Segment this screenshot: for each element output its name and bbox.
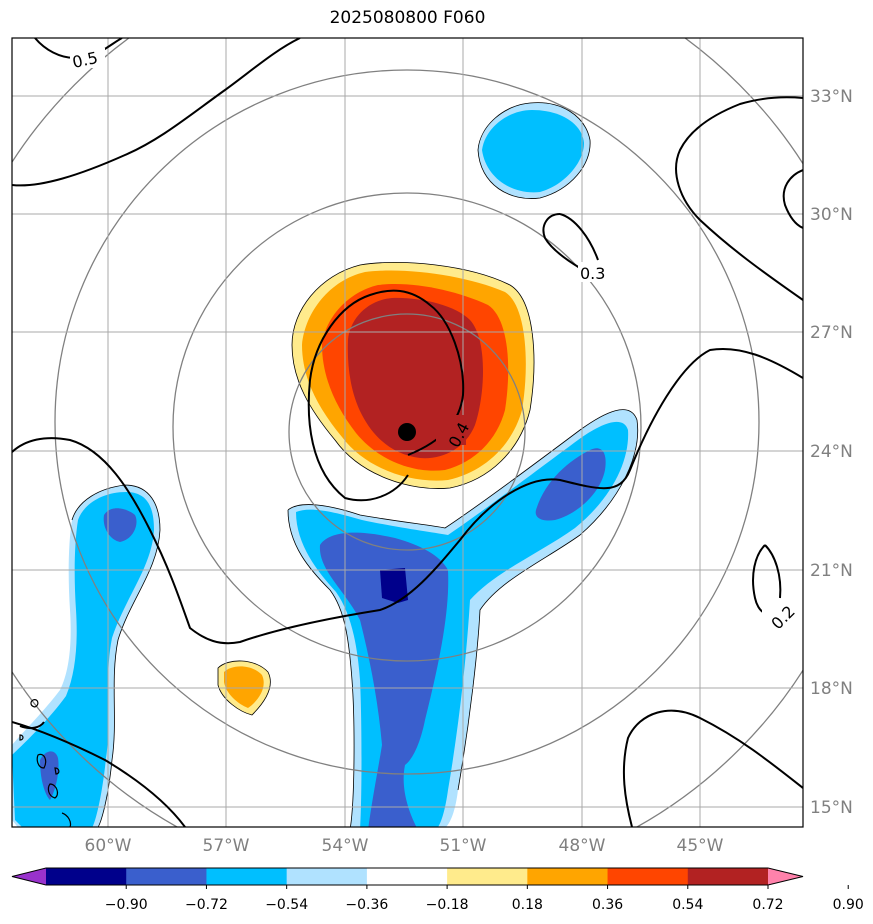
colorbar: −0.90 −0.72 −0.54 −0.36 −0.18 0.18 0.36 0.54 0.7… <box>11 867 864 913</box>
colorbar-cell <box>126 868 207 885</box>
contour-label-0-5: 0.5 <box>71 48 100 72</box>
colorbar-cell <box>687 868 769 885</box>
colorbar-tick-label: −0.36 <box>345 897 388 913</box>
contour-label-0-3: 0.3 <box>580 264 605 283</box>
lat-label-18n: 18°N <box>810 679 853 699</box>
colorbar-cell <box>286 868 368 885</box>
colorbar-tick-label: 0.72 <box>752 897 783 913</box>
colorbar-tick-label: 0.90 <box>833 897 864 913</box>
lon-label-57w: 57°W <box>203 836 250 856</box>
lat-label-30n: 30°N <box>810 205 853 225</box>
lon-label-45w: 45°W <box>677 836 724 856</box>
latitude-labels: 33°N 30°N 27°N 24°N 21°N 18°N 15°N <box>810 87 853 818</box>
colorbar-cell <box>366 868 448 885</box>
small-contours <box>19 699 72 827</box>
lat-label-33n: 33°N <box>810 87 853 107</box>
lat-label-21n: 21°N <box>810 561 853 581</box>
lon-label-51w: 51°W <box>440 836 487 856</box>
colorbar-cell <box>447 868 528 885</box>
colorbar-cell <box>46 868 127 885</box>
shaded-field <box>12 102 638 827</box>
colorbar-cell <box>527 868 609 885</box>
map-area <box>12 38 803 827</box>
lat-label-27n: 27°N <box>810 323 853 343</box>
colorbar-outline <box>11 867 804 886</box>
contour-label-group: 0.5 0.3 0.4 0.2 <box>70 48 799 633</box>
colorbar-tick-label: 0.36 <box>592 897 623 913</box>
lon-label-54w: 54°W <box>322 836 369 856</box>
lon-label-48w: 48°W <box>559 836 606 856</box>
map-frame <box>11 37 804 828</box>
colorbar-tick-label: −0.54 <box>265 897 308 913</box>
range-rings <box>12 38 803 827</box>
colorbar-tick-label: 0.18 <box>512 897 543 913</box>
colorbar-cell <box>206 868 288 885</box>
longitude-labels: 60°W 57°W 54°W 51°W 48°W 45°W <box>85 836 724 856</box>
contour-lines <box>12 38 803 827</box>
lat-label-24n: 24°N <box>810 442 853 462</box>
colorbar-tick-label: −0.72 <box>185 897 228 913</box>
lon-label-60w: 60°W <box>85 836 132 856</box>
colorbar-extend-high <box>768 868 803 885</box>
lat-label-15n: 15°N <box>810 798 853 818</box>
storm-center-marker <box>398 423 416 441</box>
graticule <box>12 38 803 827</box>
colorbar-tick-label: −0.18 <box>426 897 469 913</box>
colorbar-tick-label: −0.90 <box>105 897 148 913</box>
map-title: 2025080800 F060 <box>329 8 486 28</box>
colorbar-extend-low <box>12 868 46 885</box>
colorbar-tick-label: 0.54 <box>672 897 703 913</box>
colorbar-cell <box>607 868 689 885</box>
